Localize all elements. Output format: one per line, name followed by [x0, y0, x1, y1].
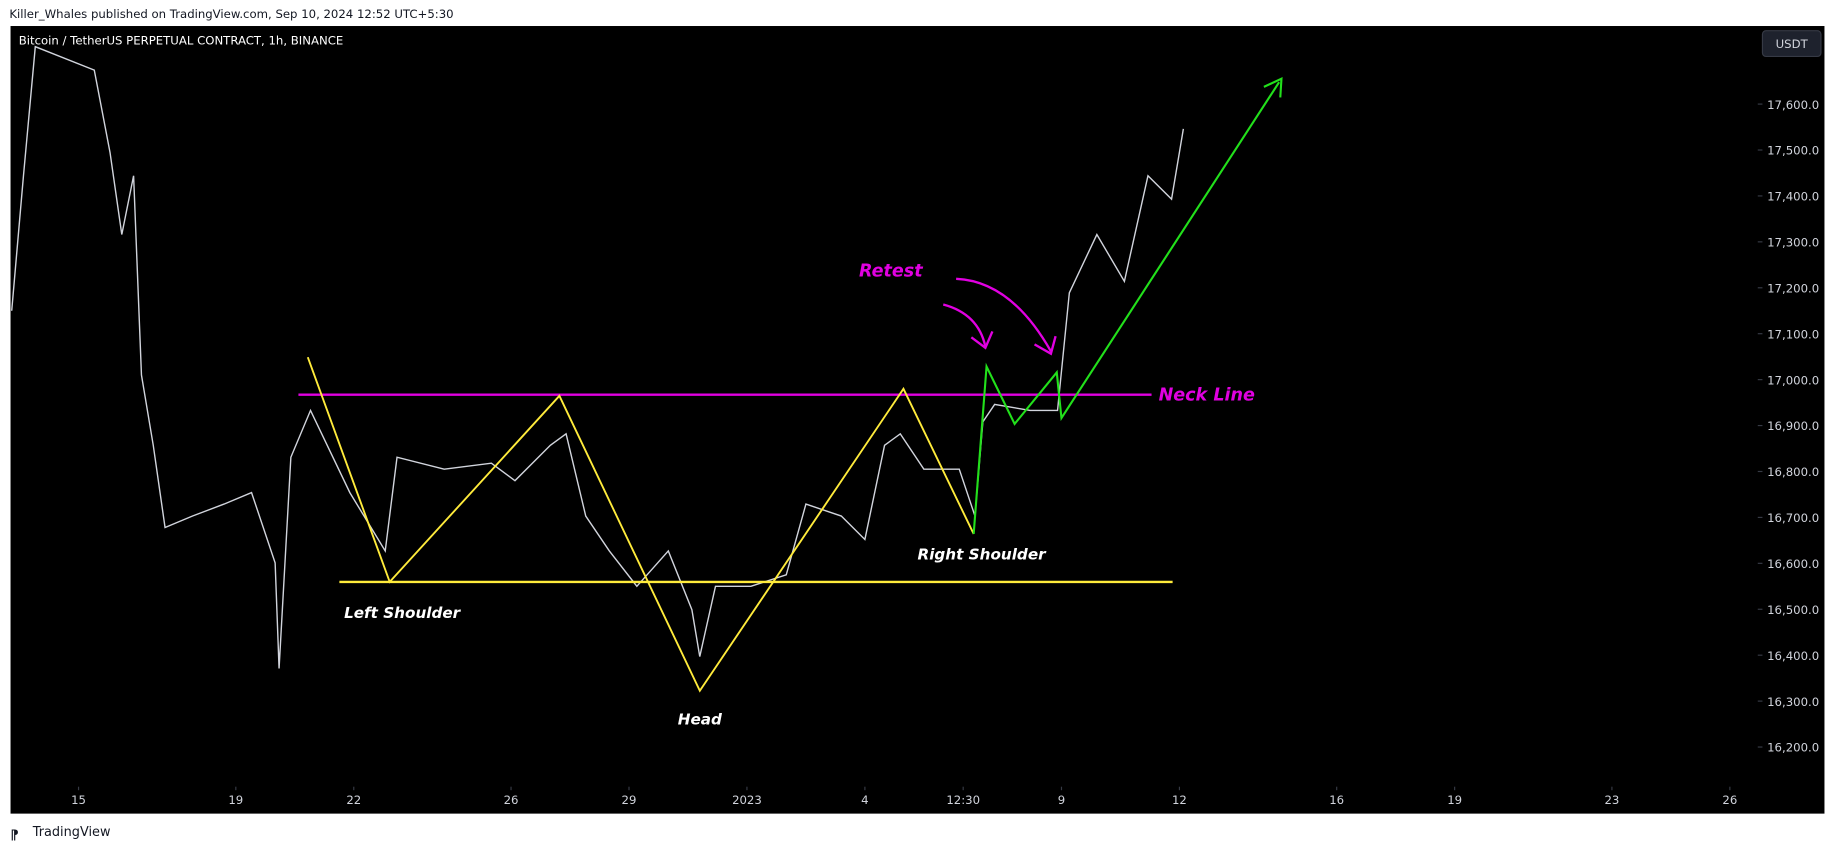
left-shoulder-label: Left Shoulder [344, 604, 462, 622]
y-tick-label: 17,300.0 [1767, 236, 1819, 250]
retest-arrowhead [970, 331, 994, 350]
price-line [11, 45, 1185, 669]
x-tick-label: 15 [71, 793, 86, 807]
pattern-zigzag [306, 356, 975, 693]
retest-arrowhead [1033, 335, 1057, 356]
currency[interactable]: USDT [1776, 37, 1809, 51]
plot [11, 45, 1185, 669]
y-tick-label: 16,800.0 [1767, 465, 1819, 479]
y-tick-label: 17,400.0 [1767, 190, 1819, 204]
x-tick-label: 19 [228, 793, 243, 807]
y-tick-label: 16,200.0 [1767, 741, 1819, 755]
currency-badge[interactable] [1761, 30, 1822, 58]
x-tick-label: 12:30 [946, 793, 980, 807]
projection [972, 81, 1281, 535]
x-tick-label: 19 [1447, 793, 1462, 807]
x-tick-label: 9 [1058, 793, 1065, 807]
projection-arrowhead [1263, 76, 1283, 98]
y-tick-label: 17,600.0 [1767, 98, 1819, 112]
y-tick-label: 17,500.0 [1767, 144, 1819, 158]
footer: TradingView [32, 825, 111, 840]
publisher: Killer_Whales published on TradingView.c… [9, 7, 453, 21]
x-tick-label: 16 [1329, 793, 1344, 807]
y-tick-label: 17,100.0 [1767, 327, 1819, 341]
x-tick-label: 22 [346, 793, 361, 807]
x-tick-label: 29 [622, 793, 637, 807]
y-tick-label: 17,200.0 [1767, 281, 1819, 295]
neck-line-label: Neck Line [1159, 386, 1255, 406]
right-shoulder-label: Right Shoulder [918, 546, 1048, 564]
retest-arrow [956, 277, 1052, 352]
retest-arrow [942, 303, 987, 347]
x-tick-label: 4 [861, 793, 868, 807]
x-tick-label: 26 [1722, 793, 1737, 807]
y-tick-label: 16,600.0 [1767, 557, 1819, 571]
y-tick-label: 17,000.0 [1767, 373, 1819, 387]
y-tick-label: 16,400.0 [1767, 649, 1819, 663]
x-tick-label: 12 [1172, 793, 1187, 807]
y-tick-label: 16,500.0 [1767, 603, 1819, 617]
x-tick-label: 2023 [732, 793, 762, 807]
y-tick-label: 16,900.0 [1767, 419, 1819, 433]
x-tick-label: 26 [504, 793, 519, 807]
head-label: Head [678, 711, 723, 729]
y-tick-label: 16,700.0 [1767, 511, 1819, 525]
logo-mark: ⁋ [11, 828, 19, 843]
y-tick-label: 16,300.0 [1767, 695, 1819, 709]
retest-label: Retest [859, 261, 923, 281]
symbol-title: Bitcoin / TetherUS PERPETUAL CONTRACT, 1… [19, 34, 344, 48]
x-tick-label: 23 [1604, 793, 1619, 807]
